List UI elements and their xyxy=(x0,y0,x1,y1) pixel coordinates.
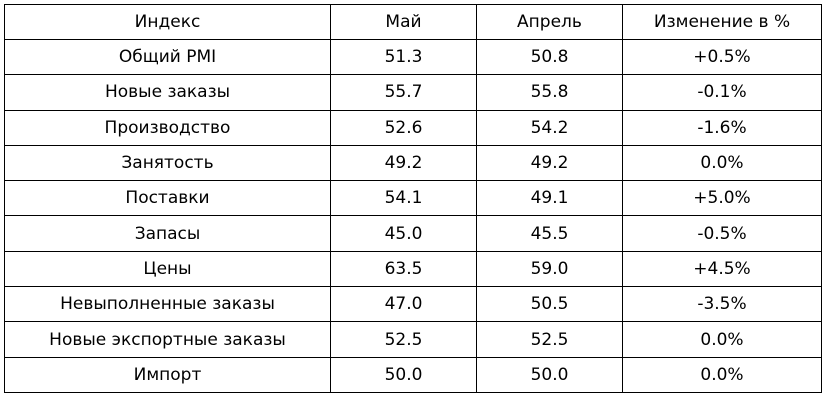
cell-april: 50.5 xyxy=(476,286,623,323)
cell-april: 52.5 xyxy=(476,321,623,358)
table-body: Общий PMI 51.3 50.8 +0.5% Новые заказы 5… xyxy=(4,38,822,394)
cell-may: 55.7 xyxy=(330,74,477,111)
cell-may: 45.0 xyxy=(330,215,477,252)
column-header-april: Апрель xyxy=(476,4,623,40)
column-header-change: Изменение в % xyxy=(622,4,822,40)
table-header: Индекс Май Апрель Изменение в % xyxy=(4,4,822,40)
cell-index: Занятость xyxy=(4,144,331,182)
cell-index: Производство xyxy=(4,109,331,146)
cell-may: 52.5 xyxy=(330,321,477,358)
table-row: Невыполненные заказы 47.0 50.5 -3.5% xyxy=(4,286,822,323)
table-row: Занятость 49.2 49.2 0.0% xyxy=(4,144,822,182)
cell-april: 45.5 xyxy=(476,215,623,252)
cell-april: 50.8 xyxy=(476,38,623,76)
table-row: Поставки 54.1 49.1 +5.0% xyxy=(4,180,822,217)
cell-may: 54.1 xyxy=(330,180,477,217)
table-row: Новые заказы 55.7 55.8 -0.1% xyxy=(4,74,822,111)
cell-index: Импорт xyxy=(4,356,331,394)
cell-april: 55.8 xyxy=(476,74,623,111)
column-header-may: Май xyxy=(330,4,477,40)
table-header-row: Индекс Май Апрель Изменение в % xyxy=(4,4,822,40)
column-header-index: Индекс xyxy=(4,4,331,40)
table-row: Общий PMI 51.3 50.8 +0.5% xyxy=(4,38,822,76)
cell-change: -0.1% xyxy=(622,74,822,111)
cell-index: Запасы xyxy=(4,215,331,252)
cell-index: Новые экспортные заказы xyxy=(4,321,331,358)
cell-change: 0.0% xyxy=(622,321,822,358)
table-row: Запасы 45.0 45.5 -0.5% xyxy=(4,215,822,252)
cell-april: 49.1 xyxy=(476,180,623,217)
cell-april: 59.0 xyxy=(476,250,623,288)
cell-change: 0.0% xyxy=(622,144,822,182)
cell-index: Цены xyxy=(4,250,331,288)
cell-may: 52.6 xyxy=(330,109,477,146)
cell-april: 50.0 xyxy=(476,356,623,394)
cell-change: 0.0% xyxy=(622,356,822,394)
cell-may: 49.2 xyxy=(330,144,477,182)
cell-index: Поставки xyxy=(4,180,331,217)
cell-may: 47.0 xyxy=(330,286,477,323)
cell-index: Общий PMI xyxy=(4,38,331,76)
cell-may: 63.5 xyxy=(330,250,477,288)
cell-may: 50.0 xyxy=(330,356,477,394)
pmi-index-table: Индекс Май Апрель Изменение в % Общий PM… xyxy=(4,4,822,394)
cell-change: -3.5% xyxy=(622,286,822,323)
cell-april: 49.2 xyxy=(476,144,623,182)
table-row: Импорт 50.0 50.0 0.0% xyxy=(4,356,822,394)
cell-index: Невыполненные заказы xyxy=(4,286,331,323)
table-row: Цены 63.5 59.0 +4.5% xyxy=(4,250,822,288)
table-row: Производство 52.6 54.2 -1.6% xyxy=(4,109,822,146)
cell-change: -0.5% xyxy=(622,215,822,252)
table-row: Новые экспортные заказы 52.5 52.5 0.0% xyxy=(4,321,822,358)
cell-change: +0.5% xyxy=(622,38,822,76)
cell-change: +5.0% xyxy=(622,180,822,217)
cell-change: -1.6% xyxy=(622,109,822,146)
cell-index: Новые заказы xyxy=(4,74,331,111)
cell-april: 54.2 xyxy=(476,109,623,146)
cell-change: +4.5% xyxy=(622,250,822,288)
cell-may: 51.3 xyxy=(330,38,477,76)
pmi-table-container: Индекс Май Апрель Изменение в % Общий PM… xyxy=(4,4,822,394)
